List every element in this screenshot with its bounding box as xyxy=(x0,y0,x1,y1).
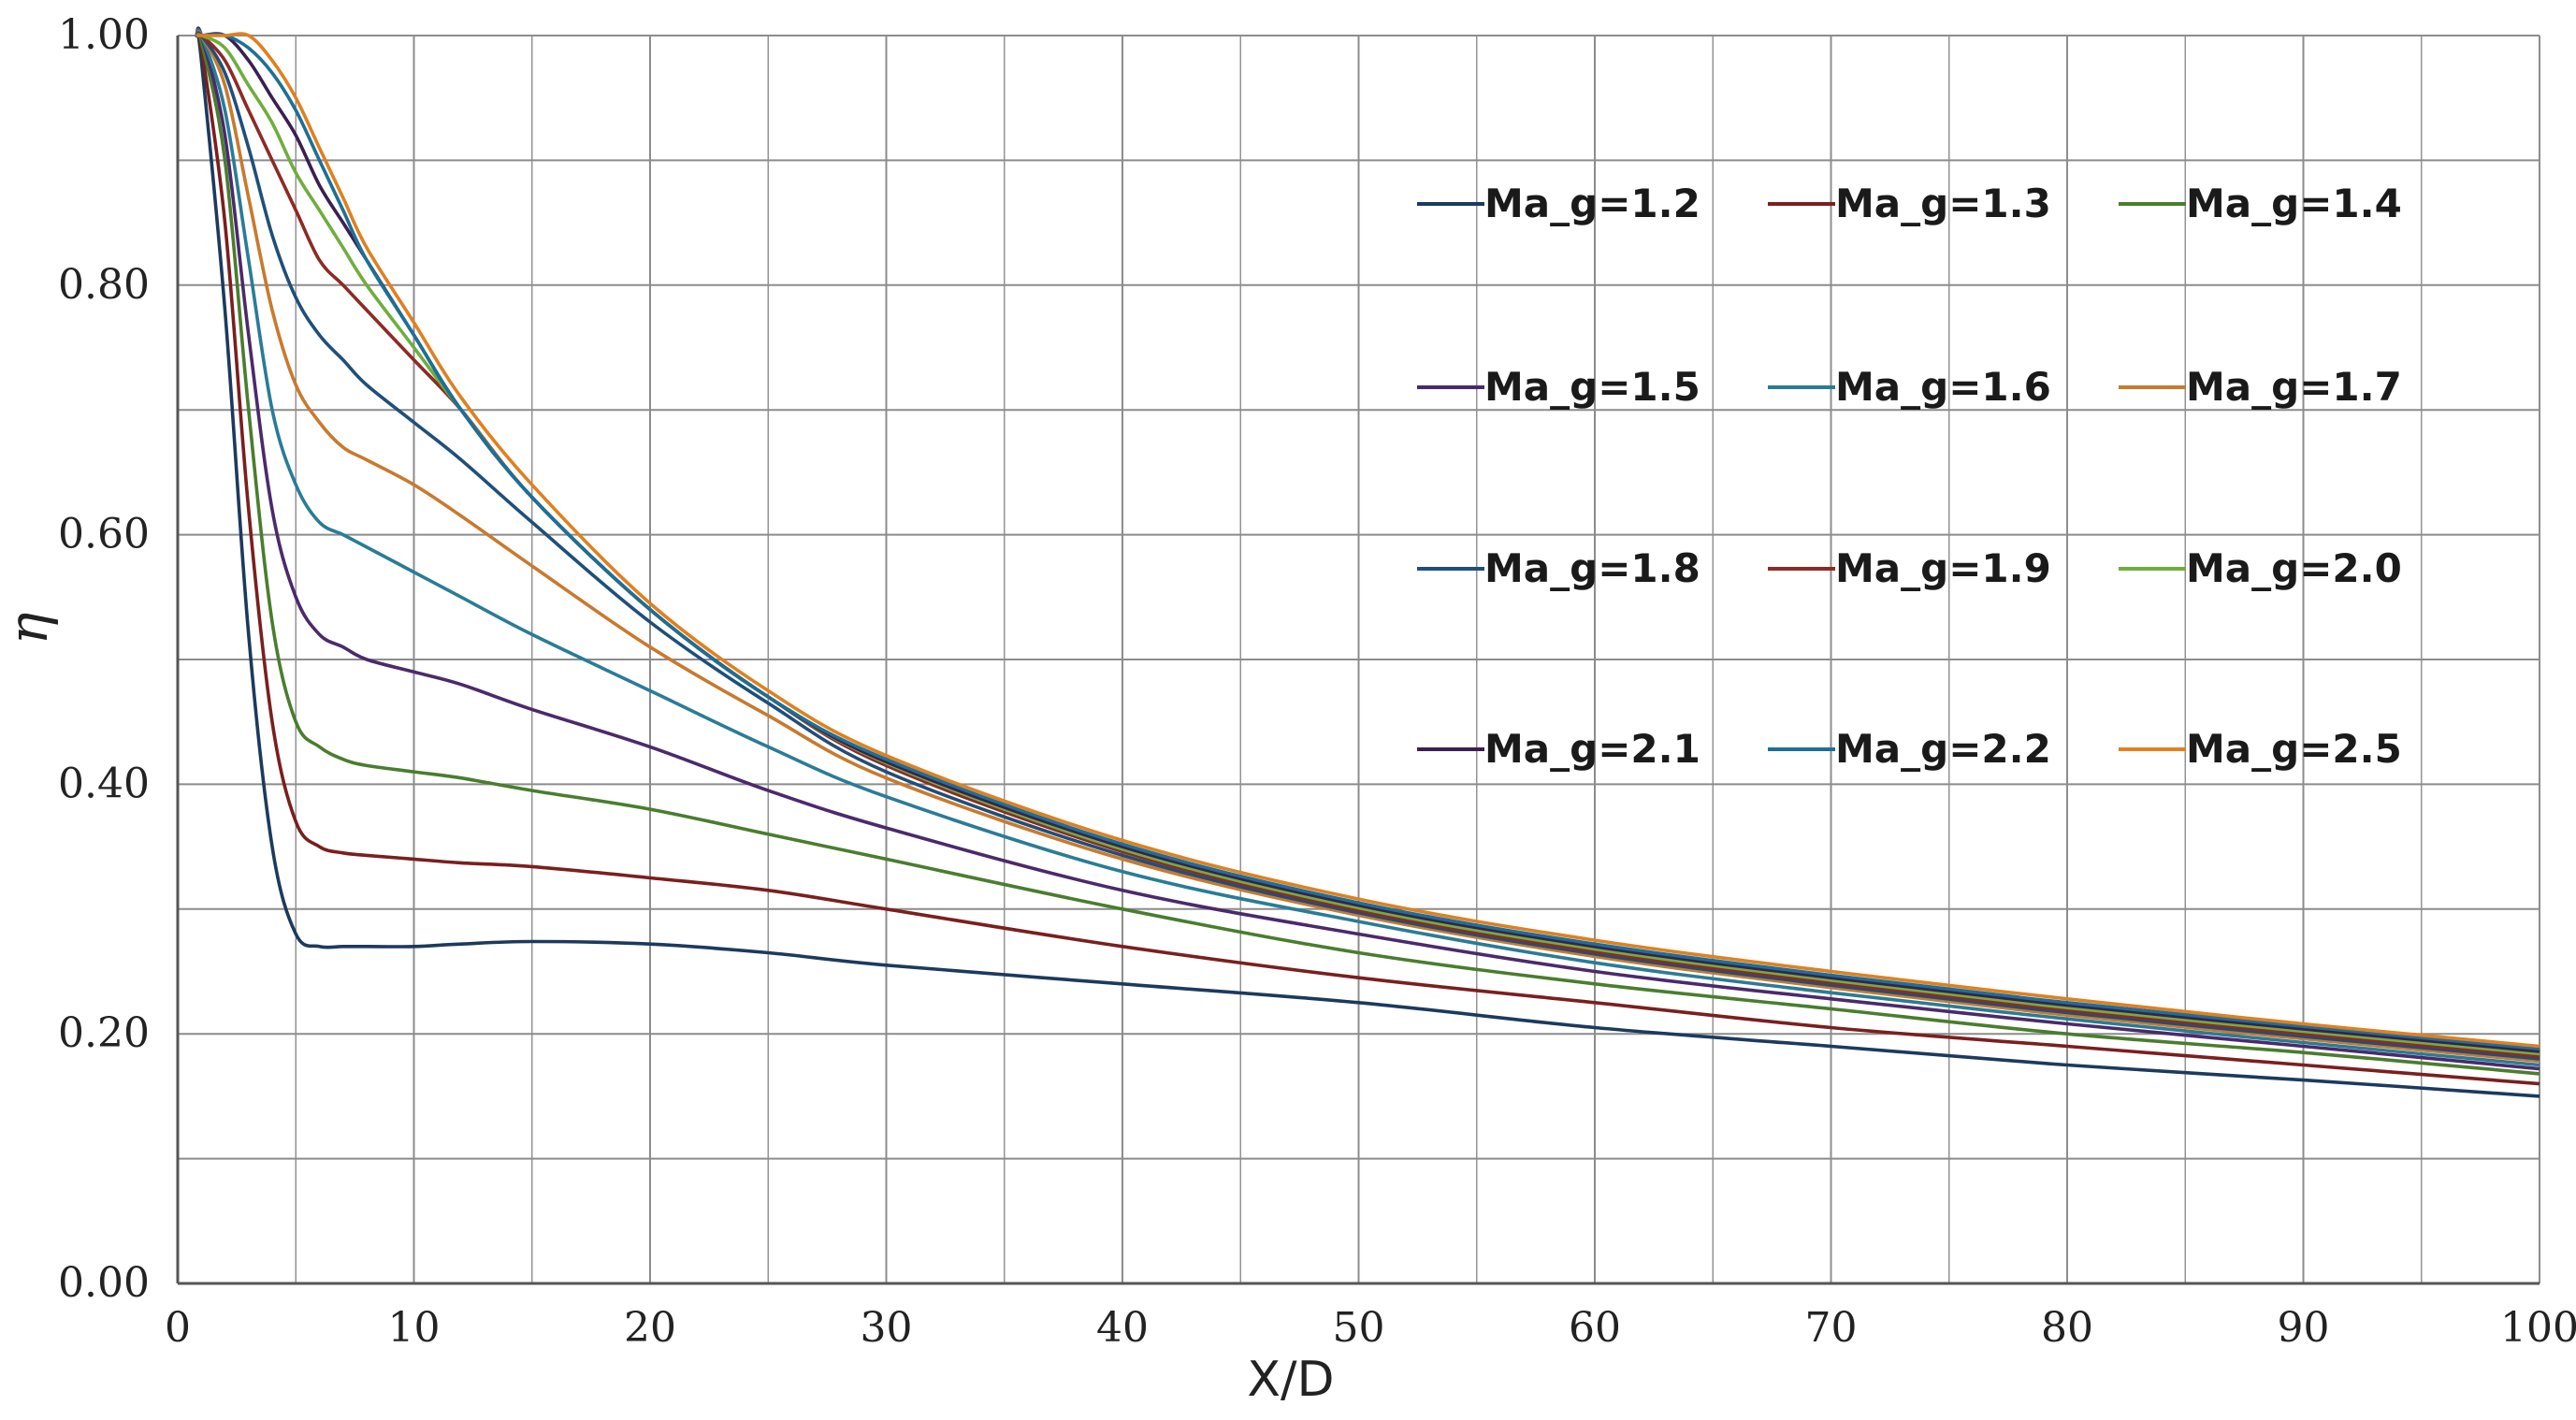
series-line-ma-g-1-5 xyxy=(195,26,2540,1071)
series-line-ma-g-1-4 xyxy=(195,29,2540,1076)
legend-label: Ma_g=1.5 xyxy=(1484,364,1700,410)
legend-label: Ma_g=1.4 xyxy=(2186,181,2402,226)
series-line-ma-g-1-2 xyxy=(195,31,2540,1098)
x-tick-label: 100 xyxy=(2500,1304,2576,1352)
y-tick-label: 0.20 xyxy=(58,1009,150,1057)
series-line-ma-g-1-7 xyxy=(195,30,2540,1064)
x-tick-label: 90 xyxy=(2278,1304,2330,1352)
y-tick-label: 1.00 xyxy=(58,11,150,59)
y-tick-label: 0.40 xyxy=(58,760,150,807)
y-tick-label: 0.60 xyxy=(58,511,150,558)
legend-label: Ma_g=1.9 xyxy=(1835,545,2051,591)
series-line-ma-g-1-8 xyxy=(195,31,2540,1061)
x-axis-label: X/D xyxy=(1247,1352,1334,1408)
y-axis-label: η xyxy=(0,612,60,645)
legend-label: Ma_g=1.7 xyxy=(2186,364,2402,410)
x-tick-labels: 0 10 20 30 40 50 60 70 80 90 100 xyxy=(165,1304,2576,1352)
axes xyxy=(176,36,2540,1285)
legend-label: Ma_g=2.1 xyxy=(1484,726,1700,772)
series-line-ma-g-2-5 xyxy=(196,32,2540,1049)
legend-label: Ma_g=1.6 xyxy=(1835,364,2051,410)
y-tick-labels: 0.00 0.20 0.40 0.60 0.80 1.00 xyxy=(58,11,150,1307)
x-tick-label: 20 xyxy=(624,1304,676,1352)
x-tick-label: 70 xyxy=(1805,1304,1858,1352)
x-tick-label: 80 xyxy=(2041,1304,2093,1352)
legend-label: Ma_g=2.0 xyxy=(2186,545,2402,591)
series-lines xyxy=(195,26,2540,1098)
y-tick-label: 0.80 xyxy=(58,261,150,309)
x-tick-label: 30 xyxy=(861,1304,913,1352)
x-tick-label: 50 xyxy=(1333,1304,1385,1352)
legend-label: Ma_g=2.2 xyxy=(1835,726,2051,772)
series-line-ma-g-2-2 xyxy=(196,33,2540,1051)
x-tick-label: 60 xyxy=(1569,1304,1621,1352)
series-line-ma-g-1-3 xyxy=(195,29,2540,1086)
legend-label: Ma_g=1.3 xyxy=(1835,181,2051,226)
x-tick-label: 0 xyxy=(165,1304,191,1352)
x-tick-label: 40 xyxy=(1096,1304,1149,1352)
x-tick-label: 10 xyxy=(388,1304,441,1352)
legend-label: Ma_g=2.5 xyxy=(2186,726,2402,772)
series-line-ma-g-1-6 xyxy=(195,28,2540,1067)
y-tick-label: 0.00 xyxy=(58,1259,150,1307)
legend-label: Ma_g=1.8 xyxy=(1484,545,1700,591)
legend: Ma_g=1.2 Ma_g=1.3 Ma_g=1.4 Ma_g=1.5 Ma_g=1.6… xyxy=(1417,181,2402,772)
legend-label: Ma_g=1.2 xyxy=(1484,181,1700,226)
